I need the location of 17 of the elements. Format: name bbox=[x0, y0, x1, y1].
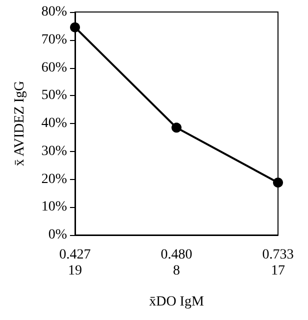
y-tick-label: 40% bbox=[41, 116, 68, 131]
x-tick-label: 0.480 8 bbox=[160, 248, 192, 278]
x-axis-title: x̄DO IgM bbox=[149, 294, 204, 310]
y-tick-label: 30% bbox=[41, 144, 68, 159]
y-tick-label: 60% bbox=[41, 60, 68, 76]
y-tick-label: 80% bbox=[41, 4, 68, 20]
point bbox=[172, 122, 182, 133]
x-tick-label: 0.427 19 bbox=[59, 248, 91, 278]
y-tick-label: 20% bbox=[41, 172, 68, 187]
point bbox=[70, 22, 80, 32]
y-axis-title: x̄ AVIDEZ IgG bbox=[12, 80, 28, 166]
y-tick-label: 0% bbox=[48, 228, 68, 242]
y-tick-label: 70% bbox=[41, 32, 68, 48]
y-tick-label: 10% bbox=[41, 200, 68, 215]
x-tick-label: 0.733 17 bbox=[262, 248, 294, 278]
point bbox=[273, 178, 283, 188]
y-tick-label: 50% bbox=[41, 88, 68, 104]
